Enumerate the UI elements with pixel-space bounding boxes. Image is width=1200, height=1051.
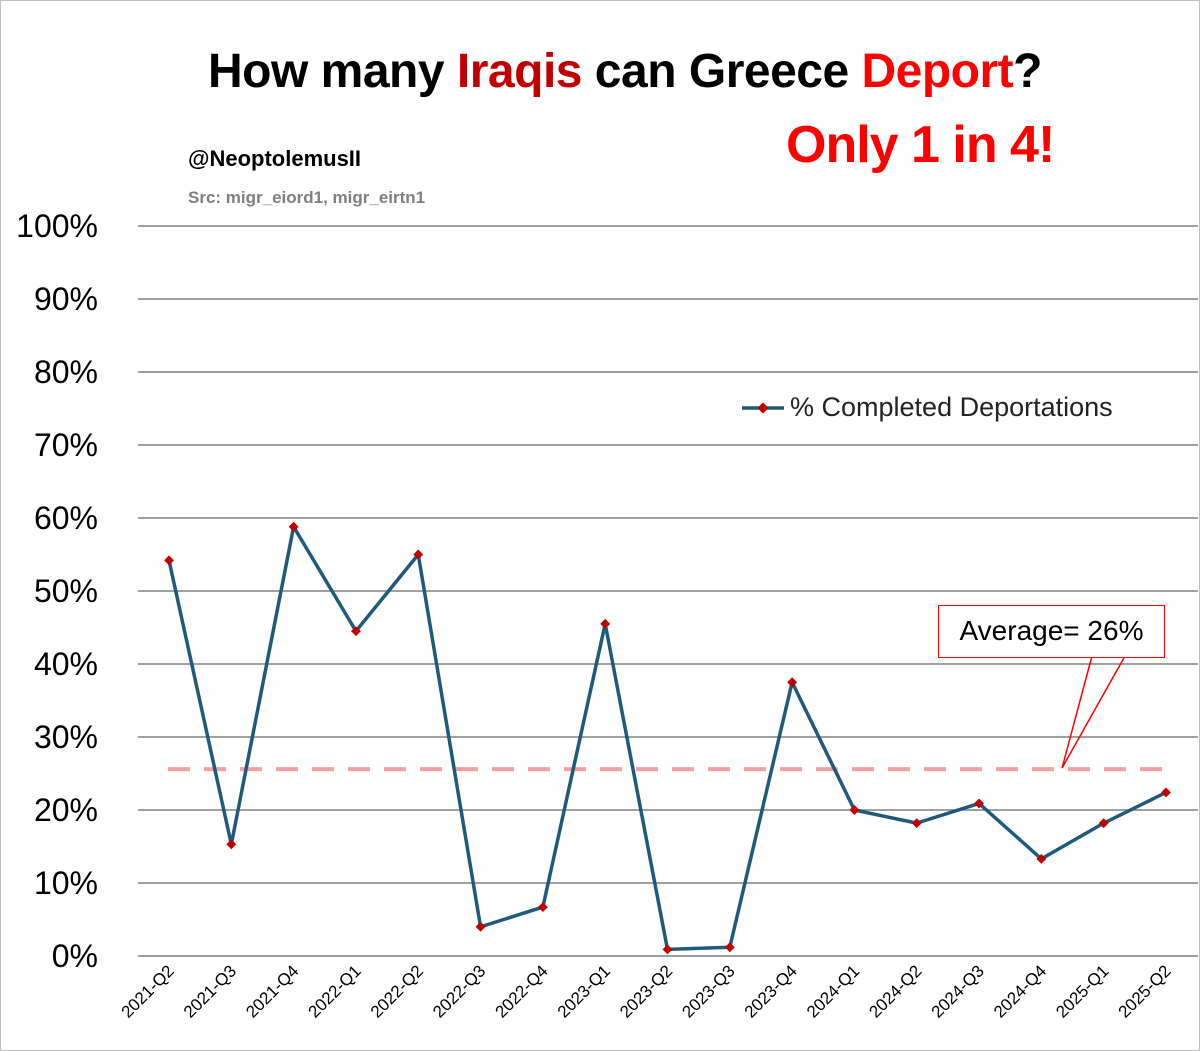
legend: % Completed Deportations <box>742 392 1113 423</box>
chart-title: How many Iraqis can Greece Deport? <box>0 44 1200 99</box>
legend-swatch <box>742 401 784 414</box>
y-tick-label-40: 40% <box>34 646 98 682</box>
average-layer <box>168 655 1166 772</box>
legend-label: % Completed Deportations <box>790 392 1113 422</box>
x-tick-label-2022-Q4: 2022-Q4 <box>491 961 551 1021</box>
x-tick-label-2023-Q4: 2023-Q4 <box>741 961 801 1021</box>
x-tick-label-2024-Q4: 2024-Q4 <box>990 961 1050 1021</box>
x-tick-label-2025-Q2: 2025-Q2 <box>1115 961 1175 1021</box>
x-tick-label-2024-Q3: 2024-Q3 <box>928 961 988 1021</box>
data-point-2025-Q1 <box>1098 818 1109 829</box>
y-tick-label-80: 80% <box>34 354 98 390</box>
x-tick-label-2025-Q1: 2025-Q1 <box>1052 961 1112 1021</box>
title-highlight-iraqis: Iraqis <box>456 45 583 98</box>
x-tick-label-2021-Q4: 2021-Q4 <box>242 961 302 1021</box>
y-tick-label-90: 90% <box>34 281 98 317</box>
x-axis-tick-labels: 2021-Q2 2021-Q3 2021-Q4 2022-Q1 2022-Q2 2022-… <box>118 961 1175 1021</box>
y-tick-label-100: 100% <box>16 208 98 244</box>
y-tick-label-30: 30% <box>34 719 98 755</box>
y-tick-label-20: 20% <box>34 792 98 828</box>
title-highlight-deport: Deport <box>861 45 1014 98</box>
data-point-2023-Q2 <box>662 944 673 955</box>
data-point-2021-Q4 <box>288 521 299 532</box>
y-tick-label-0: 0% <box>52 938 98 974</box>
title-part-3: can Greece <box>581 45 862 98</box>
author-handle: @NeoptolemusII <box>188 146 362 171</box>
x-tick-label-2024-Q1: 2024-Q1 <box>803 961 863 1021</box>
data-point-2021-Q2 <box>164 555 174 566</box>
data-point-2022-Q1 <box>350 626 361 637</box>
x-tick-label-2022-Q1: 2022-Q1 <box>305 961 365 1021</box>
data-point-2022-Q2 <box>413 549 424 560</box>
average-callout: Average= 26% <box>938 605 1165 658</box>
data-point-2023-Q4 <box>787 677 798 688</box>
data-point-2023-Q1 <box>600 618 611 629</box>
y-tick-label-10: 10% <box>34 865 98 901</box>
y-axis-tick-labels: 0% 10% 20% 30% 40% 50% 60% 70% 80% 90% 100% <box>16 208 98 974</box>
series-line <box>167 525 1167 952</box>
series-layer <box>164 521 1171 955</box>
x-tick-label-2024-Q2: 2024-Q2 <box>865 961 925 1021</box>
x-tick-label-2023-Q1: 2023-Q1 <box>554 961 614 1021</box>
data-point-2024-Q1 <box>849 805 860 815</box>
chart-tagline: Only 1 in 4! <box>786 116 1055 174</box>
title-part-5: ? <box>1013 45 1042 98</box>
x-tick-label-2022-Q2: 2022-Q2 <box>367 961 427 1021</box>
x-tick-label-2021-Q2: 2021-Q2 <box>118 961 178 1021</box>
data-point-2025-Q2 <box>1161 787 1171 798</box>
data-point-2023-Q3 <box>724 942 735 953</box>
x-tick-label-2022-Q3: 2022-Q3 <box>429 961 489 1021</box>
data-point-2022-Q3 <box>475 921 486 932</box>
gridlines <box>138 225 1198 957</box>
y-tick-label-50: 50% <box>34 573 98 609</box>
x-tick-label-2023-Q3: 2023-Q3 <box>678 961 738 1021</box>
data-point-2021-Q3 <box>226 839 237 850</box>
x-tick-label-2021-Q3: 2021-Q3 <box>180 961 240 1021</box>
data-point-2024-Q3 <box>974 798 985 809</box>
data-point-2024-Q4 <box>1036 853 1047 864</box>
data-point-2024-Q2 <box>911 818 922 829</box>
y-tick-label-70: 70% <box>34 427 98 463</box>
average-callout-pointer <box>1061 655 1126 769</box>
y-tick-label-60: 60% <box>34 500 98 536</box>
x-tick-label-2023-Q2: 2023-Q2 <box>616 961 676 1021</box>
data-point-2022-Q4 <box>537 902 548 913</box>
data-source: Src: migr_eiord1, migr_eirtn1 <box>188 188 426 207</box>
title-part-1: How many <box>208 45 457 98</box>
